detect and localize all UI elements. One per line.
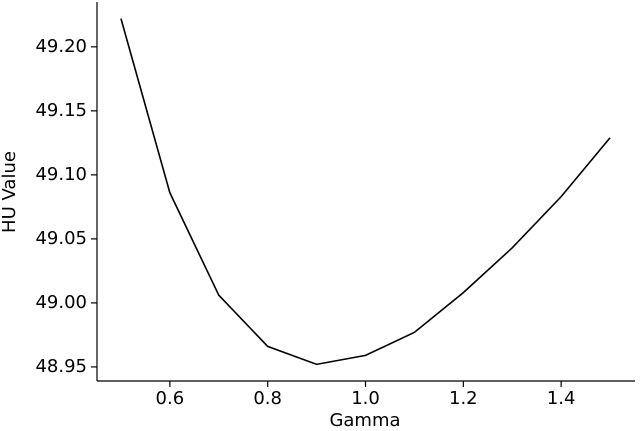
y-tick-label: 49.10 bbox=[35, 164, 87, 185]
y-tick-label: 48.95 bbox=[35, 356, 87, 377]
x-tick-label: 0.8 bbox=[253, 388, 282, 409]
x-tick-label: 0.6 bbox=[156, 388, 185, 409]
x-tick-label: 1.4 bbox=[547, 388, 576, 409]
y-tick-label: 49.00 bbox=[35, 292, 87, 313]
line bbox=[120, 18, 611, 366]
x-tick-label: 1.2 bbox=[449, 388, 478, 409]
y-axis-label: HU Value bbox=[0, 151, 20, 233]
x-tick-label: 1.0 bbox=[351, 388, 380, 409]
y-tick-label: 49.20 bbox=[35, 36, 87, 57]
y-tick-label: 49.05 bbox=[35, 228, 87, 249]
y-tick-label: 49.15 bbox=[35, 100, 87, 121]
x-axis-label: Gamma bbox=[329, 410, 400, 431]
